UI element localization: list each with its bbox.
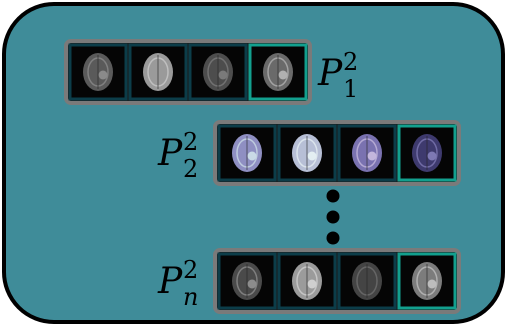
label-subscript: n [183,283,198,311]
label-base: P [157,261,183,302]
label-p1-squared: P2 1 [317,48,358,103]
patch-strip-patient-2 [213,120,461,186]
ellipsis-dot [326,210,340,224]
mri-slice-tile [248,43,308,101]
lesion-spot [367,151,377,161]
label-base: P [317,53,343,94]
lesion-spot [307,279,317,289]
lesion-spot [427,279,437,289]
lesion-spot [427,151,437,161]
lesion-spot [98,70,108,80]
patch-strip-patient-n [213,248,461,314]
label-p2-squared: P2 2 [157,128,198,183]
mri-slice-tile [188,43,248,101]
mri-slice-tile [217,252,277,310]
label-superscript: 2 [183,256,198,284]
lesion-spot [278,70,288,80]
mri-slice-tile [217,124,277,182]
ellipsis-dot [326,189,340,203]
mri-slice-tile [337,124,397,182]
mri-slice-tile [277,124,337,182]
lesion-spot [247,151,257,161]
label-superscript: 2 [183,128,198,156]
lesion-spot [307,151,317,161]
vertical-ellipsis [326,189,340,245]
mri-slice-tile [128,43,188,101]
lesion-spot [247,279,257,289]
mri-slice-tile [397,252,457,310]
label-pn-squared: P2 n [157,256,198,311]
mri-slice-tile [397,124,457,182]
label-subscript: 1 [343,75,358,103]
label-superscript: 2 [343,48,358,76]
mri-slice-tile [337,252,397,310]
ellipsis-dot [326,231,340,245]
label-subscript: 2 [183,155,198,183]
label-base: P [157,133,183,174]
mri-slice-tile [68,43,128,101]
mri-slice-tile [277,252,337,310]
lesion-spot [218,70,228,80]
patch-strip-patient-1 [64,39,312,105]
